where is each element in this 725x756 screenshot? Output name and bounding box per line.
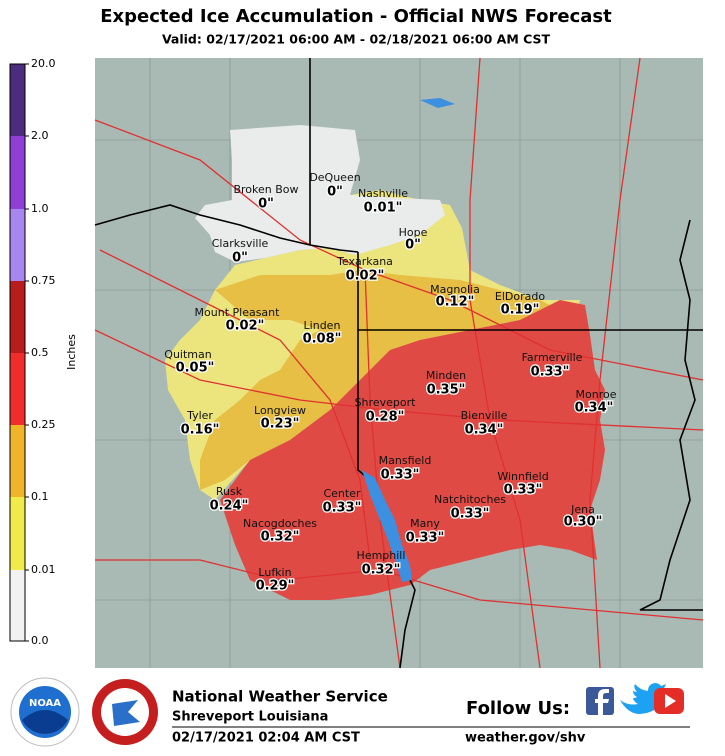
city-value: 0.29" bbox=[256, 579, 295, 594]
legend-swatch bbox=[10, 497, 25, 570]
nws-logo-mark bbox=[112, 700, 140, 726]
facebook-glyph bbox=[595, 689, 609, 715]
reservoir bbox=[362, 470, 412, 582]
city-name: ElDorado bbox=[495, 290, 545, 303]
city-name: Magnolia bbox=[430, 283, 480, 296]
city-value: 0.32" bbox=[261, 530, 300, 545]
city-value: 0.33" bbox=[504, 483, 543, 498]
zone-none bbox=[195, 125, 445, 262]
city-value: 0" bbox=[232, 251, 248, 266]
city-value: 0" bbox=[258, 197, 274, 212]
city-value: 0.33" bbox=[406, 531, 445, 546]
follow-us: Follow Us: bbox=[466, 698, 570, 719]
city-name: Nashville bbox=[358, 187, 408, 200]
zone-light bbox=[200, 270, 575, 490]
city-name: Texarkana bbox=[336, 255, 393, 268]
city-value: 0.33" bbox=[323, 501, 362, 516]
footer: NOAA National Weather Service Shreveport… bbox=[10, 677, 690, 747]
city-name: Center bbox=[323, 487, 361, 500]
city-value: 0.19" bbox=[501, 303, 540, 318]
city-value: 0.16" bbox=[181, 423, 220, 438]
city-value: 0.08" bbox=[303, 332, 342, 347]
city-value: 0.28" bbox=[366, 410, 405, 425]
city-name: Shreveport bbox=[355, 396, 417, 409]
city-value: 0.33" bbox=[451, 507, 490, 522]
city-name: Jena bbox=[570, 503, 595, 516]
lake bbox=[420, 98, 455, 108]
city-value: 0.33" bbox=[381, 468, 420, 483]
city-value: 0.34" bbox=[465, 423, 504, 438]
issued: 02/17/2021 02:04 AM CST bbox=[172, 731, 360, 746]
legend-swatch bbox=[10, 209, 25, 281]
city-value: 0.02" bbox=[346, 269, 385, 284]
noaa-logo-wave bbox=[22, 710, 68, 734]
legend-swatch bbox=[10, 64, 25, 136]
legend-tick-label: 0.5 bbox=[31, 346, 49, 359]
title: Expected Ice Accumulation - Official NWS… bbox=[100, 6, 612, 27]
city-name: Mount Pleasant bbox=[195, 306, 281, 319]
roads bbox=[94, 57, 704, 669]
city-name: Quitman bbox=[164, 348, 211, 361]
youtube-glyph bbox=[665, 694, 676, 708]
city-name: Winnfield bbox=[497, 470, 548, 483]
city-name: Hemphill bbox=[357, 549, 406, 562]
city-name: Tyler bbox=[186, 409, 213, 422]
city-value: 0" bbox=[327, 185, 343, 200]
city-name: Longview bbox=[254, 404, 306, 417]
zone-heavy bbox=[220, 300, 605, 600]
legend-swatch bbox=[10, 425, 25, 497]
legend-tick-label: 2.0 bbox=[31, 129, 49, 142]
website: weather.gov/shv bbox=[465, 731, 586, 746]
city-value: 0.24" bbox=[210, 499, 249, 514]
city-name: Many bbox=[410, 517, 440, 530]
city-value: 0.05" bbox=[176, 361, 215, 376]
city-name: Minden bbox=[426, 369, 466, 382]
city-value: 0.35" bbox=[427, 383, 466, 398]
subtitle: Valid: 02/17/2021 06:00 AM - 02/18/2021 … bbox=[162, 32, 551, 47]
city-name: Lufkin bbox=[258, 566, 291, 579]
city-value: 0.33" bbox=[531, 365, 570, 380]
city-name: Rusk bbox=[216, 485, 243, 498]
city-name: Natchitoches bbox=[434, 493, 506, 506]
legend-tick-label: 0.01 bbox=[31, 563, 56, 576]
legend-tick-label: 0.0 bbox=[31, 634, 49, 647]
legend-swatch bbox=[10, 570, 25, 641]
legend: Inches 20.0 2.0 1.0 0.75 0.5 0.25 0.1 0.01 0.0 bbox=[9, 57, 78, 647]
city-value: 0.34" bbox=[575, 401, 614, 416]
city-name: Mansfield bbox=[379, 454, 432, 467]
noaa-text: NOAA bbox=[29, 698, 61, 709]
city-name: Monroe bbox=[576, 388, 617, 401]
legend-swatch bbox=[10, 281, 25, 353]
legend-tick-label: 0.75 bbox=[31, 274, 56, 287]
city-value: 0.32" bbox=[362, 563, 401, 578]
city-name: DeQueen bbox=[309, 171, 360, 184]
city-value: 0.02" bbox=[226, 319, 265, 334]
legend-tick-label: 20.0 bbox=[31, 57, 56, 70]
city-name: Bienville bbox=[461, 409, 508, 422]
legend-swatch bbox=[10, 353, 25, 425]
city-value: 0.30" bbox=[564, 515, 603, 530]
city-name: Hope bbox=[399, 226, 428, 239]
city-name: Nacogdoches bbox=[243, 517, 317, 530]
city-value: 0.23" bbox=[261, 417, 300, 432]
location: Shreveport Louisiana bbox=[172, 710, 328, 725]
city-name: Broken Bow bbox=[233, 183, 298, 196]
legend-swatch bbox=[10, 136, 25, 209]
legend-tick-label: 0.1 bbox=[31, 490, 49, 503]
legend-tick-label: 0.25 bbox=[31, 418, 56, 431]
state-borders bbox=[94, 58, 703, 669]
city-name: Farmerville bbox=[522, 351, 583, 364]
office: National Weather Service bbox=[172, 688, 388, 706]
city-value: 0" bbox=[405, 238, 421, 253]
city-value: 0.12" bbox=[436, 295, 475, 310]
city-name: Linden bbox=[304, 319, 341, 332]
city-value: 0.01" bbox=[364, 201, 403, 216]
city-name: Clarksville bbox=[212, 237, 269, 250]
legend-label: Inches bbox=[65, 334, 78, 370]
legend-tick-label: 1.0 bbox=[31, 202, 49, 215]
